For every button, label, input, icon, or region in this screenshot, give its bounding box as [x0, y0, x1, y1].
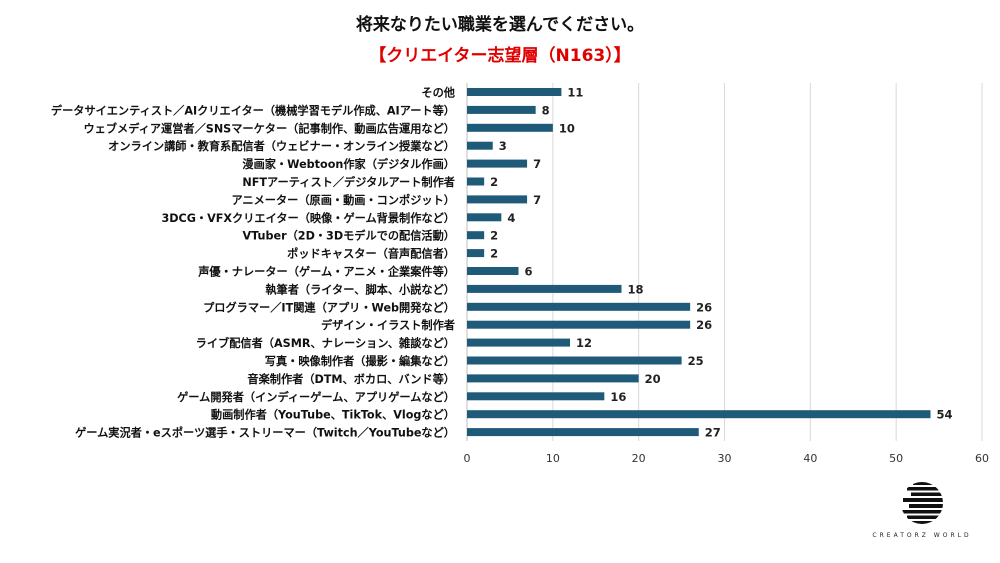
bar — [467, 159, 528, 168]
data-label: 7 — [533, 193, 541, 207]
category-label: デザイン・イラスト制作者 — [321, 318, 455, 332]
bar — [467, 177, 485, 186]
data-label: 2 — [490, 229, 498, 243]
bar — [467, 105, 536, 114]
bar — [467, 231, 485, 240]
category-label: ライブ配信者（ASMR、ナレーション、雑談など） — [196, 336, 455, 350]
bar — [467, 249, 485, 258]
data-label: 2 — [490, 247, 498, 261]
bar — [467, 338, 570, 347]
data-label: 20 — [645, 372, 661, 386]
bar — [467, 410, 931, 419]
data-label: 18 — [628, 282, 644, 296]
data-label: 26 — [696, 300, 712, 314]
category-label: 漫画家・Webtoon作家（デジタル作画） — [242, 157, 455, 171]
data-label: 7 — [533, 157, 541, 171]
chart-title: 将来なりたい職業を選んでください。 — [355, 15, 645, 35]
category-label: その他 — [421, 86, 455, 100]
bar — [467, 428, 699, 437]
data-label: 25 — [688, 354, 704, 368]
category-label: 写真・映像制作者（撮影・編集など） — [265, 354, 455, 368]
data-label: 54 — [937, 408, 953, 422]
data-label: 2 — [490, 175, 498, 189]
logo-text: CREATORZ WORLD — [872, 532, 972, 539]
data-label: 16 — [610, 390, 626, 404]
bar — [467, 213, 502, 222]
bar — [467, 123, 553, 132]
bar — [467, 302, 691, 311]
bar — [467, 392, 605, 401]
bar — [467, 141, 493, 150]
bar — [467, 195, 528, 204]
data-label: 4 — [507, 211, 515, 225]
bar — [467, 356, 682, 365]
data-label: 12 — [576, 336, 592, 350]
bar — [467, 88, 562, 96]
x-tick-label: 50 — [889, 452, 903, 465]
category-label: データサイエンティスト／AIクリエイター（機械学習モデル作成、AIアート等） — [51, 103, 455, 117]
data-label: 8 — [542, 103, 550, 117]
creatorz-world-logo: CREATORZ WORLD — [862, 480, 982, 539]
globe-logo-icon — [901, 482, 943, 524]
data-label: 10 — [559, 121, 575, 135]
category-label: 執筆者（ライター、脚本、小説など） — [265, 282, 455, 296]
x-tick-label: 0 — [464, 452, 471, 465]
data-label: 11 — [567, 86, 583, 100]
data-label: 6 — [525, 265, 533, 279]
x-tick-label: 30 — [718, 452, 732, 465]
category-label: アニメーター（原画・動画・コンポジット） — [231, 193, 455, 207]
category-label: VTuber（2D・3Dモデルでの配信活動） — [242, 229, 455, 243]
category-label: オンライン講師・教育系配信者（ウェビナー・オンライン授業など） — [108, 139, 455, 153]
category-label: 3DCG・VFXクリエイター（映像・ゲーム背景制作など） — [161, 211, 455, 225]
x-tick-label: 60 — [975, 452, 989, 465]
category-label: プログラマー／IT関連（アプリ・Web開発など） — [203, 300, 455, 314]
data-label: 3 — [499, 139, 507, 153]
x-tick-label: 20 — [632, 452, 646, 465]
bar — [467, 374, 639, 383]
bar — [467, 284, 622, 293]
data-label: 27 — [705, 426, 721, 440]
category-label: ウェブメディア運営者／SNSマーケター（記事制作、動画広告運用など） — [83, 121, 455, 135]
bar — [467, 267, 519, 275]
x-tick-label: 40 — [803, 452, 817, 465]
category-label: ゲーム開発者（インディーゲーム、アプリゲームなど） — [177, 390, 455, 404]
category-label: 音楽制作者（DTM、ボカロ、バンド等） — [247, 372, 455, 386]
x-tick-label: 10 — [546, 452, 560, 465]
category-label: ゲーム実況者・eスポーツ選手・ストリーマー（Twitch／YouTubeなど） — [75, 426, 455, 440]
chart-subtitle: 【クリエイター志望層（N163）】 — [369, 46, 631, 66]
data-label: 26 — [696, 318, 712, 332]
category-label: 動画制作者（YouTube、TikTok、Vlogなど） — [211, 408, 455, 422]
category-label: 声優・ナレーター（ゲーム・アニメ・企業案件等） — [197, 265, 455, 279]
category-label: NFTアーティスト／デジタルアート制作者 — [242, 175, 455, 189]
bar — [467, 320, 691, 329]
category-label: ポッドキャスター（音声配信者） — [287, 247, 455, 261]
